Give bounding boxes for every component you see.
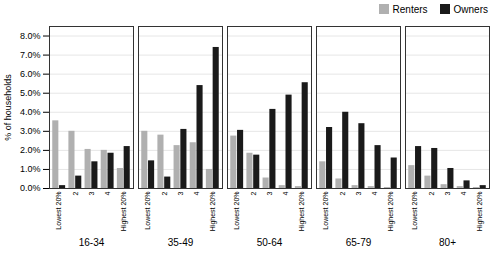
- svg-text:6.0%: 6.0%: [20, 69, 41, 79]
- svg-text:16-34: 16-34: [79, 237, 105, 248]
- svg-text:Lowest 20%: Lowest 20%: [144, 192, 151, 230]
- svg-text:Lowest 20%: Lowest 20%: [55, 192, 62, 230]
- svg-text:2: 2: [428, 191, 435, 195]
- svg-text:4: 4: [282, 191, 289, 195]
- svg-text:2.0%: 2.0%: [20, 145, 41, 155]
- svg-text:2: 2: [250, 191, 257, 195]
- svg-text:4.0%: 4.0%: [20, 107, 41, 117]
- svg-text:1.0%: 1.0%: [20, 164, 41, 174]
- svg-text:2: 2: [72, 191, 79, 195]
- svg-text:3: 3: [444, 191, 451, 195]
- svg-text:2: 2: [339, 191, 346, 195]
- svg-text:Highest 20%: Highest 20%: [387, 192, 395, 232]
- svg-text:Lowest 20%: Lowest 20%: [322, 192, 329, 230]
- svg-text:2: 2: [161, 191, 168, 195]
- svg-text:65-79: 65-79: [346, 237, 372, 248]
- svg-text:Highest 20%: Highest 20%: [476, 192, 484, 232]
- svg-text:5.0%: 5.0%: [20, 88, 41, 98]
- svg-text:Highest 20%: Highest 20%: [120, 192, 128, 232]
- svg-text:Highest 20%: Highest 20%: [209, 192, 217, 232]
- svg-text:3.0%: 3.0%: [20, 126, 41, 136]
- svg-text:3: 3: [355, 191, 362, 195]
- svg-text:% of households: % of households: [3, 74, 13, 141]
- svg-text:35-49: 35-49: [168, 237, 194, 248]
- html-text:Owners: Owners: [453, 3, 488, 15]
- svg-text:7.0%: 7.0%: [20, 50, 41, 60]
- svg-text:Highest 20%: Highest 20%: [298, 192, 306, 232]
- svg-text:4: 4: [371, 191, 378, 195]
- svg-text:Lowest 20%: Lowest 20%: [411, 192, 418, 230]
- svg-text:3: 3: [88, 191, 95, 195]
- svg-text:4: 4: [193, 191, 200, 195]
- html-text:Renters: Renters: [392, 3, 428, 15]
- svg-text:3: 3: [177, 191, 184, 195]
- svg-text:3: 3: [266, 191, 273, 195]
- svg-text:4: 4: [460, 191, 467, 195]
- svg-text:0.0%: 0.0%: [20, 183, 41, 193]
- svg-text:Lowest 20%: Lowest 20%: [233, 192, 240, 230]
- svg-text:4: 4: [104, 191, 111, 195]
- svg-text:50-64: 50-64: [257, 237, 283, 248]
- svg-text:8.0%: 8.0%: [20, 31, 41, 41]
- svg-text:80+: 80+: [439, 237, 456, 248]
